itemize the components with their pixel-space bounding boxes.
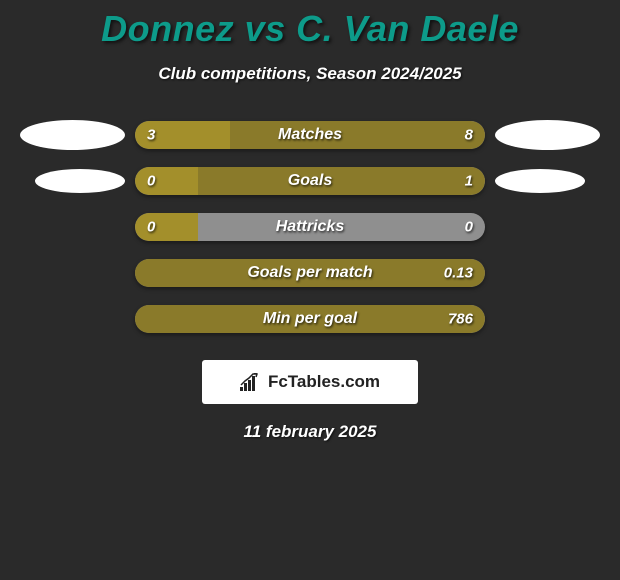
bar-fill-right <box>135 305 485 333</box>
page-title: Donnez vs C. Van Daele <box>0 0 620 50</box>
stat-bar: Goals per match0.13 <box>135 259 485 287</box>
player-avatar-left <box>35 169 125 193</box>
stat-value-right: 0 <box>465 219 473 236</box>
title-player-right: C. Van Daele <box>296 8 519 49</box>
stat-row: Goals per match0.13 <box>0 250 620 296</box>
stat-value-right: 786 <box>448 311 473 328</box>
stat-row: Min per goal786 <box>0 296 620 342</box>
stat-bar: 3Matches8 <box>135 121 485 149</box>
stat-row: 0Hattricks0 <box>0 204 620 250</box>
comparison-bars: 3Matches8 0Goals1 0Hattricks0 Goals per mat… <box>0 112 620 342</box>
player-avatar-right <box>495 120 600 150</box>
title-player-left: Donnez <box>101 8 234 49</box>
stat-value-left: 0 <box>147 173 155 190</box>
snapshot-date: 11 february 2025 <box>0 422 620 442</box>
bar-fill-right <box>230 121 486 149</box>
stat-row: 3Matches8 <box>0 112 620 158</box>
brand-badge: FcTables.com <box>202 360 418 404</box>
bar-fill-left <box>135 167 198 195</box>
stat-value-left: 3 <box>147 127 155 144</box>
stat-row: 0Goals1 <box>0 158 620 204</box>
player-avatar-left <box>20 120 125 150</box>
comparison-card: Donnez vs C. Van Daele Club competitions… <box>0 0 620 580</box>
title-vs: vs <box>234 8 296 49</box>
brand-text: FcTables.com <box>268 372 380 392</box>
bar-fill-right <box>135 259 485 287</box>
stat-value-right: 8 <box>465 127 473 144</box>
player-avatar-right <box>495 169 585 193</box>
stat-value-right: 1 <box>465 173 473 190</box>
stat-value-left: 0 <box>147 219 155 236</box>
bar-fill-left <box>135 213 198 241</box>
stat-bar: Min per goal786 <box>135 305 485 333</box>
subtitle: Club competitions, Season 2024/2025 <box>0 64 620 84</box>
stat-bar: 0Goals1 <box>135 167 485 195</box>
bar-fill-right <box>198 167 485 195</box>
stat-value-right: 0.13 <box>444 265 473 282</box>
bars-icon <box>240 373 262 391</box>
stat-bar: 0Hattricks0 <box>135 213 485 241</box>
